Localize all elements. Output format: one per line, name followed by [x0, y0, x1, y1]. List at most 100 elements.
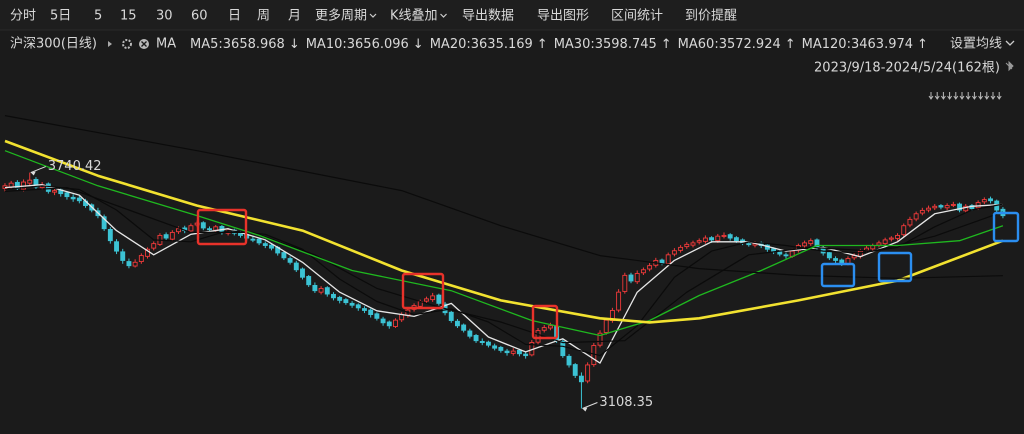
candle-body [541, 327, 547, 331]
highlight-box [992, 211, 1020, 243]
candle-body [101, 216, 107, 230]
ma-legend-trend: ↑ [537, 37, 548, 52]
settings-chevron[interactable] [1005, 40, 1015, 46]
candle-body [355, 304, 361, 309]
candle-body [616, 291, 622, 311]
candle-body [690, 242, 696, 246]
highlight-box [196, 208, 248, 246]
candle-body [492, 345, 498, 349]
annotation-arrow [582, 402, 598, 409]
highlight-box [401, 272, 445, 310]
symbol-arrow[interactable] [108, 41, 112, 47]
menu-chevron[interactable] [369, 13, 377, 18]
annotation-arrowhead [582, 407, 588, 412]
candle-body [318, 287, 324, 293]
gear-icon[interactable] [122, 39, 132, 49]
candle-body [622, 274, 628, 292]
candle-body [572, 364, 578, 376]
candle-body [45, 183, 51, 192]
period-tab[interactable]: 5 [94, 9, 102, 24]
ma-legend-name: MA120 [802, 37, 847, 52]
ma-legend-sep: : [466, 37, 470, 52]
period-tab[interactable]: 60 [191, 9, 208, 24]
highlight-box [531, 304, 559, 340]
menu-chevron[interactable] [440, 13, 447, 18]
candle-body [585, 364, 591, 382]
pin-icon[interactable] [1005, 60, 1014, 72]
ma-legend-name: MA20 [430, 37, 467, 52]
candle-body [981, 199, 987, 203]
candle-body [833, 258, 839, 261]
ma-legend-val: 3656.096 [347, 37, 409, 52]
menu-item[interactable]: 更多周期 [315, 8, 367, 24]
ma-legend-name: MA5 [190, 37, 218, 52]
candle-body [864, 247, 870, 251]
date-range: 2023/9/18-2024/5/24(162根) [814, 61, 1000, 76]
plot-area: 3740.42 3108.35 [2, 92, 1020, 412]
toggle-icon [965, 92, 971, 100]
period-tab[interactable]: 15 [120, 9, 137, 24]
candle-body [312, 284, 318, 292]
ma-legend-sep: : [218, 37, 222, 52]
toggle-icon [953, 92, 959, 100]
candle-body [430, 295, 436, 301]
menu-item[interactable]: 导出图形 [537, 9, 589, 24]
candle-body [727, 234, 733, 239]
close-icon-cross [141, 41, 147, 47]
candle-body [306, 276, 312, 286]
ma-line [4, 115, 1003, 279]
ma-legend-name: MA30 [554, 37, 591, 52]
candle-body [424, 298, 429, 302]
period-tab[interactable]: 周 [257, 9, 270, 24]
candle-body [52, 190, 57, 193]
candle-body [498, 346, 504, 351]
period-tab[interactable]: 月 [288, 9, 301, 24]
ma-legend-name: MA10 [306, 37, 343, 52]
ma-legend: MA30:3598.745 ↑ [554, 37, 672, 52]
candle-body [504, 350, 510, 354]
ma-legend-sep: : [590, 37, 594, 52]
ma-legend-sep: : [714, 37, 718, 52]
candle-body [721, 234, 727, 237]
candle-body [213, 226, 219, 231]
candle-body [349, 302, 355, 306]
menu-item[interactable]: 区间统计 [611, 9, 663, 24]
candle-body [64, 192, 70, 198]
candle-body [988, 198, 993, 202]
period-tab[interactable]: 日 [228, 9, 241, 24]
candle-body [324, 287, 330, 295]
candle-body [287, 258, 293, 263]
candle-body [70, 196, 76, 200]
toggle-icon [971, 92, 977, 100]
candle-body [647, 265, 653, 270]
period-tab[interactable]: 5日 [50, 9, 71, 24]
candle-body [802, 242, 808, 247]
ma-line [4, 150, 1004, 337]
menu-item[interactable]: 导出数据 [462, 9, 514, 24]
ma-legend: MA10:3656.096 ↓ [306, 37, 424, 52]
ma-line [4, 139, 1004, 324]
candle-body [386, 321, 392, 327]
candle-body [337, 296, 343, 301]
toggle-icon [984, 92, 990, 100]
menu-item[interactable]: 到价提醒 [685, 8, 737, 24]
candle-body [932, 205, 938, 209]
candle-body [628, 274, 634, 282]
menu-item[interactable]: K线叠加 [390, 9, 438, 24]
candle-body [485, 341, 491, 346]
toggle-icon [959, 92, 965, 100]
symbol[interactable]: 沪深300(日线) [10, 36, 97, 52]
candle-body [331, 293, 336, 299]
candle-body [368, 309, 374, 316]
candle-body [659, 259, 665, 264]
candle-body [678, 246, 684, 251]
candle-body [300, 268, 305, 278]
period-tab[interactable]: 30 [156, 9, 173, 24]
period-tab[interactable]: 分时 [10, 9, 36, 24]
candle-body [207, 228, 212, 231]
candle-body [132, 261, 138, 267]
ma-settings[interactable]: 设置均线 [950, 37, 1002, 52]
ma-legend-trend: ↑ [917, 37, 928, 52]
